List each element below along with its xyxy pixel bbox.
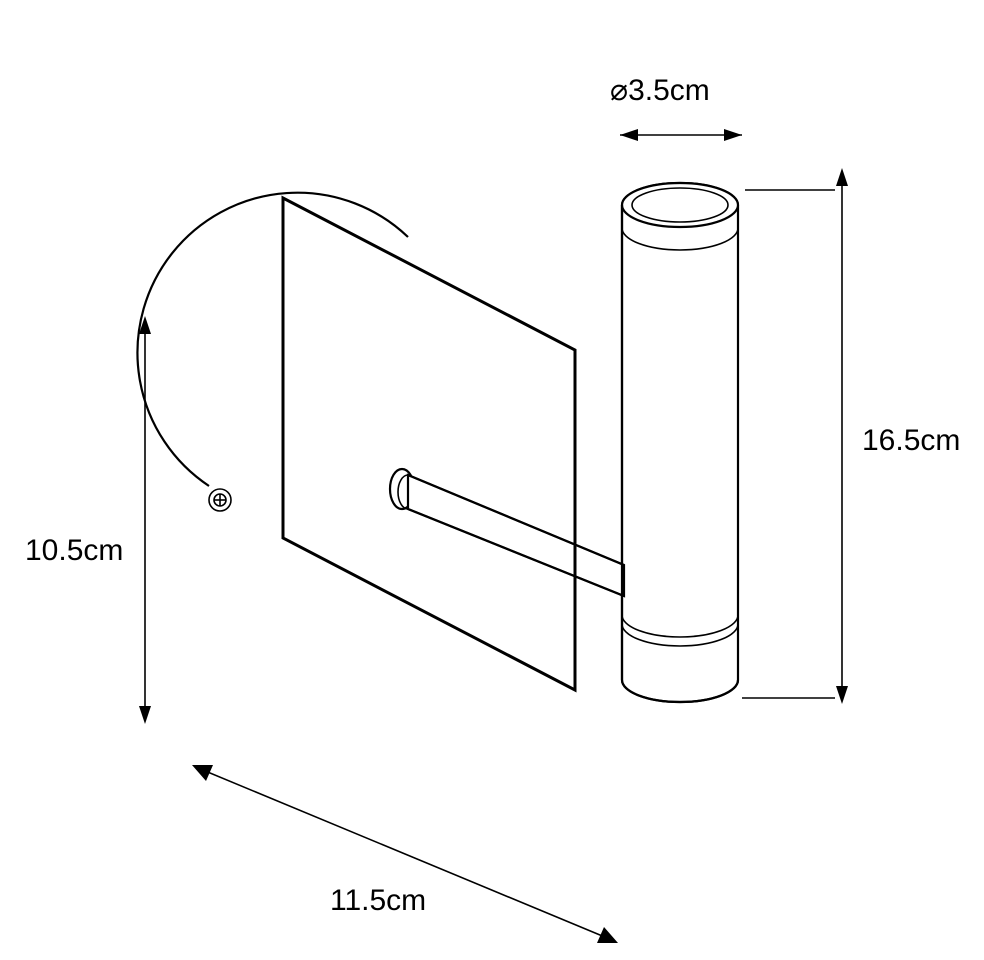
diameter-value: 3.5cm bbox=[628, 74, 710, 107]
height-plate-value: 10.5cm bbox=[25, 534, 123, 567]
mounting-plate bbox=[283, 198, 575, 690]
svg-text:⌀3.5cm: ⌀3.5cm bbox=[610, 74, 710, 107]
dimension-diameter: ⌀3.5cm bbox=[610, 74, 742, 141]
dimension-depth: 11.5cm bbox=[192, 765, 618, 943]
cylinder-tube bbox=[622, 183, 738, 702]
dimension-diagram: ⌀3.5cm 16.5cm 10.5cm 11.5cm bbox=[0, 0, 984, 960]
height-total-value: 16.5cm bbox=[862, 424, 960, 457]
dimension-height-total: 16.5cm bbox=[742, 168, 960, 704]
mounting-screw bbox=[209, 489, 231, 511]
depth-value: 11.5cm bbox=[330, 884, 426, 917]
dimension-height-plate: 10.5cm bbox=[25, 316, 151, 724]
diameter-symbol: ⌀ bbox=[610, 74, 628, 107]
